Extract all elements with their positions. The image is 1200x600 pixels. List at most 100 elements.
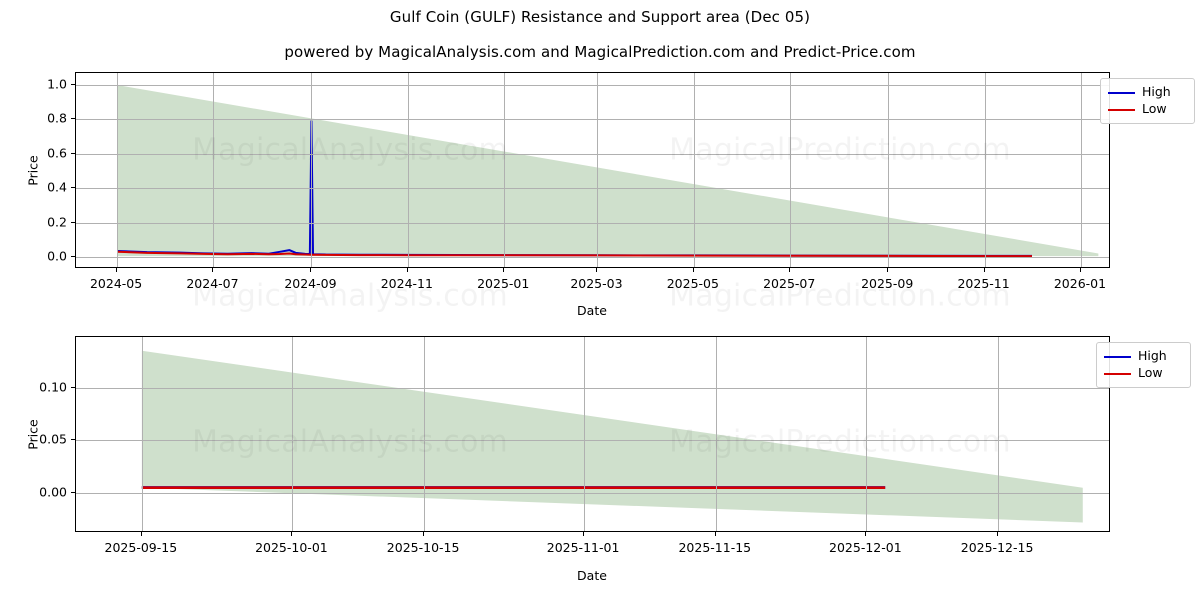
y-axis-label-zoom: Price bbox=[25, 419, 41, 450]
gridline-vertical bbox=[597, 73, 599, 267]
x-tick-mark bbox=[596, 268, 598, 272]
y-tick-mark bbox=[71, 491, 75, 493]
gridline-horizontal bbox=[76, 256, 1109, 258]
y-tick-mark bbox=[71, 84, 75, 86]
x-tick-label: 2025-11-15 bbox=[678, 540, 752, 555]
support-resistance-band bbox=[117, 85, 1099, 257]
x-tick-mark bbox=[997, 532, 999, 536]
y-tick-label: 0.00 bbox=[39, 484, 67, 500]
series-layer-zoom bbox=[141, 350, 1083, 523]
legend-swatch-low bbox=[1104, 372, 1131, 375]
x-tick-label: 2025-10-01 bbox=[255, 540, 328, 555]
x-tick-label: 2025-03 bbox=[570, 276, 623, 291]
gridline-vertical bbox=[424, 337, 426, 531]
gridline-vertical bbox=[888, 73, 890, 267]
x-tick-label: 2025-10-15 bbox=[386, 540, 460, 555]
y-tick-mark bbox=[71, 386, 75, 388]
figure-subtitle: powered by MagicalAnalysis.com and Magic… bbox=[284, 43, 916, 61]
gridline-horizontal bbox=[76, 387, 1109, 389]
x-tick-label: 2025-05 bbox=[666, 276, 719, 291]
gridline-vertical bbox=[998, 337, 1000, 531]
legend-swatch-high bbox=[1104, 355, 1131, 358]
plot-area-overview bbox=[75, 72, 1110, 268]
x-tick-mark bbox=[406, 268, 408, 272]
x-tick-label: 2025-07 bbox=[763, 276, 816, 291]
x-tick-label: 2024-11 bbox=[380, 276, 433, 291]
y-tick-label: 0.4 bbox=[47, 179, 67, 195]
x-axis-label-overview: Date bbox=[577, 303, 607, 318]
x-tick-label: 2025-11-01 bbox=[546, 540, 620, 555]
y-tick-label: 0.8 bbox=[47, 110, 67, 126]
y-tick-mark bbox=[71, 221, 75, 223]
x-tick-mark bbox=[887, 268, 889, 272]
gridline-horizontal bbox=[76, 153, 1109, 155]
x-tick-label: 2025-09-15 bbox=[104, 540, 178, 555]
gridline-vertical bbox=[504, 73, 506, 267]
x-tick-mark bbox=[583, 532, 585, 536]
legend-row-low: Low bbox=[1104, 365, 1183, 382]
y-tick-mark bbox=[71, 118, 75, 120]
x-tick-label: 2025-01 bbox=[477, 276, 530, 291]
x-tick-mark bbox=[116, 268, 118, 272]
x-tick-mark bbox=[789, 268, 791, 272]
y-tick-mark bbox=[71, 187, 75, 189]
legend-swatch-low bbox=[1108, 108, 1135, 111]
gridline-vertical bbox=[715, 337, 717, 531]
plot-area-zoom bbox=[75, 336, 1110, 532]
x-tick-label: 2024-07 bbox=[186, 276, 239, 291]
gridline-vertical bbox=[693, 73, 695, 267]
y-axis-label-overview: Price bbox=[25, 155, 41, 186]
y-tick-label: 1.0 bbox=[47, 76, 67, 92]
gridline-horizontal bbox=[76, 492, 1109, 494]
legend-overview[interactable]: High Low bbox=[1100, 78, 1195, 124]
x-tick-label: 2026-01 bbox=[1053, 276, 1107, 291]
x-tick-mark bbox=[714, 532, 716, 536]
legend-swatch-high bbox=[1108, 91, 1135, 94]
x-tick-label: 2025-12-01 bbox=[829, 540, 902, 555]
legend-label-low: Low bbox=[1138, 365, 1163, 381]
legend-row-low: Low bbox=[1108, 101, 1187, 118]
x-tick-mark bbox=[423, 532, 425, 536]
support-resistance-band bbox=[141, 350, 1083, 523]
y-tick-label: 0.0 bbox=[47, 248, 67, 264]
gridline-vertical bbox=[311, 73, 313, 267]
gridline-vertical bbox=[117, 73, 119, 267]
series-layer-overview bbox=[117, 85, 1099, 258]
gridline-vertical bbox=[292, 337, 294, 531]
x-tick-label: 2024-05 bbox=[89, 276, 143, 291]
gridline-vertical bbox=[790, 73, 792, 267]
x-tick-label: 2024-09 bbox=[284, 276, 337, 291]
y-tick-label: 0.2 bbox=[47, 214, 67, 230]
gridline-horizontal bbox=[76, 119, 1109, 121]
y-tick-mark bbox=[71, 255, 75, 257]
legend-label-low: Low bbox=[1142, 101, 1167, 117]
legend-label-high: High bbox=[1142, 84, 1171, 100]
x-tick-mark bbox=[865, 532, 867, 536]
y-tick-mark bbox=[71, 439, 75, 441]
watermark-text: MagicalAnalysis.com bbox=[192, 279, 508, 314]
gridline-horizontal bbox=[76, 440, 1109, 442]
legend-row-high: High bbox=[1104, 348, 1183, 365]
x-axis-label-zoom: Date bbox=[577, 568, 607, 583]
gridline-horizontal bbox=[76, 85, 1109, 87]
gridline-vertical bbox=[984, 73, 986, 267]
x-tick-mark bbox=[291, 532, 293, 536]
legend-row-high: High bbox=[1108, 84, 1187, 101]
x-tick-mark bbox=[983, 268, 985, 272]
gridline-vertical bbox=[407, 73, 409, 267]
gridline-horizontal bbox=[76, 188, 1109, 190]
x-tick-mark bbox=[1079, 268, 1081, 272]
y-tick-mark bbox=[71, 152, 75, 154]
y-tick-label: 0.10 bbox=[39, 379, 67, 395]
x-tick-label: 2025-11 bbox=[957, 276, 1010, 291]
y-tick-label: 0.6 bbox=[47, 145, 67, 161]
y-tick-label: 0.05 bbox=[39, 431, 67, 447]
x-tick-label: 2025-12-15 bbox=[960, 540, 1034, 555]
x-tick-mark bbox=[212, 268, 214, 272]
gridline-vertical bbox=[866, 337, 868, 531]
x-tick-mark bbox=[310, 268, 312, 272]
legend-zoom[interactable]: High Low bbox=[1096, 342, 1191, 388]
figure-title: Gulf Coin (GULF) Resistance and Support … bbox=[389, 8, 811, 26]
gridline-vertical bbox=[584, 337, 586, 531]
gridline-vertical bbox=[141, 337, 143, 531]
